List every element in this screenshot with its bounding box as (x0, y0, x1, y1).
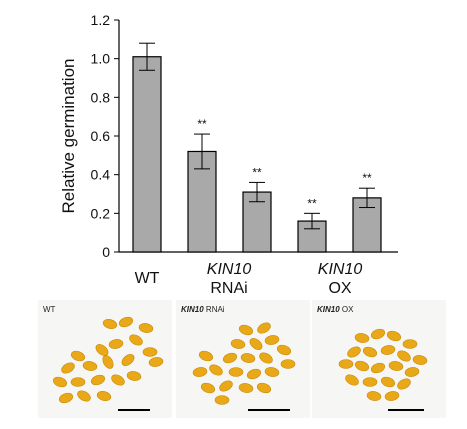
y-tick-label: 0.8 (91, 89, 111, 105)
seed (246, 368, 262, 380)
seed (366, 391, 382, 401)
seed (338, 359, 354, 369)
seed (138, 323, 154, 333)
seed (121, 354, 135, 366)
seed (102, 318, 118, 330)
x-group-label: KIN10 (207, 261, 252, 278)
seed (222, 352, 238, 364)
seed (386, 330, 402, 342)
seed (362, 377, 378, 387)
seed-photo-wt: WT (38, 300, 172, 418)
seeds-image (52, 316, 164, 411)
y-tick-label: 0.6 (91, 128, 111, 144)
seed (397, 350, 411, 362)
seed (276, 344, 292, 356)
seed (397, 378, 411, 390)
seed (118, 316, 134, 328)
seed (412, 355, 428, 365)
x-group-label: WT (135, 270, 160, 287)
seed (90, 374, 106, 386)
seed (257, 322, 271, 334)
y-tick-label: 0.4 (91, 167, 111, 183)
seed (70, 350, 86, 362)
seed (200, 382, 216, 394)
seeds-image (192, 322, 296, 411)
significance-label: ** (197, 117, 207, 131)
significance-label: ** (252, 165, 262, 179)
bar (132, 56, 162, 253)
y-tick-label: 0 (102, 244, 110, 260)
seed (77, 390, 91, 402)
seed (129, 334, 143, 346)
seed (82, 361, 98, 371)
seed (362, 346, 378, 358)
y-tick-label: 0.2 (91, 205, 111, 221)
seed (264, 367, 280, 377)
seed (108, 339, 124, 349)
seed (238, 383, 254, 393)
seed (96, 390, 112, 402)
seed (142, 347, 158, 357)
seed (58, 392, 74, 404)
seed (370, 362, 386, 374)
seed (102, 355, 114, 369)
seed (402, 339, 418, 349)
seed (61, 362, 75, 374)
seed (259, 352, 273, 364)
x-group-sublabel: RNAi (210, 280, 247, 297)
significance-label: ** (307, 196, 317, 210)
seed (219, 380, 233, 392)
seed (280, 359, 296, 369)
seed (228, 367, 244, 377)
seed (354, 333, 370, 343)
seed (52, 376, 68, 388)
seed (384, 391, 400, 401)
seeds-image (338, 328, 428, 411)
seed (198, 350, 214, 362)
seed-photo-ox: KIN10 OX (312, 300, 446, 418)
seed (238, 324, 254, 336)
seed (230, 339, 246, 349)
seed (370, 328, 386, 340)
seed (249, 338, 263, 350)
panel-label-ox: KIN10 OX (317, 305, 354, 314)
seed (240, 353, 256, 363)
seed (209, 364, 223, 376)
seed (148, 357, 164, 367)
seed (264, 335, 280, 345)
seed (345, 374, 359, 386)
seed (256, 382, 272, 394)
seed (111, 374, 125, 386)
seed (95, 344, 109, 356)
seed (192, 367, 208, 377)
y-axis-label: Relative germination (59, 59, 78, 214)
panel-label-rnai: KIN10 RNAi (181, 305, 225, 314)
seed (347, 346, 361, 358)
y-tick-label: 1.0 (91, 51, 111, 67)
seed (354, 360, 370, 372)
seed (380, 376, 396, 388)
seed (388, 361, 404, 371)
x-group-label: KIN10 (318, 261, 363, 278)
seed (126, 371, 142, 381)
x-group-sublabel: OX (328, 280, 351, 297)
seed (70, 377, 86, 387)
y-tick-label: 1.2 (91, 12, 111, 28)
seed-photo-rnai: KIN10 RNAi (176, 300, 310, 418)
seed (380, 345, 396, 355)
significance-label: ** (362, 171, 372, 185)
seed (404, 367, 420, 377)
seed (214, 395, 230, 405)
bar-chart: 0 0.2 0.4 0.6 0.8 1.0 1.2 Relative germination *… (59, 12, 398, 297)
panel-label-wt: WT (43, 305, 56, 314)
